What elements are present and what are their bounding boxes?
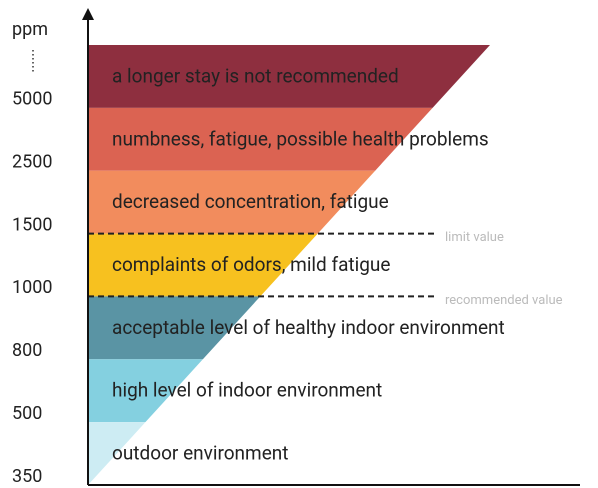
level-description: acceptable level of healthy indoor envir… bbox=[112, 316, 505, 339]
threshold-label: recommended value bbox=[445, 293, 563, 308]
tick-label: 350 bbox=[12, 466, 42, 487]
level-description: complaints of odors, mild fatigue bbox=[112, 253, 390, 276]
level-description: decreased concentration, fatigue bbox=[112, 190, 389, 213]
tick-label: 1000 bbox=[12, 277, 52, 298]
level-band bbox=[88, 422, 146, 485]
tick-label: 1500 bbox=[12, 214, 52, 235]
level-band bbox=[88, 170, 376, 234]
level-description: a longer stay is not recommended bbox=[112, 64, 399, 87]
level-description: outdoor environment bbox=[112, 442, 288, 465]
tick-label: 2500 bbox=[12, 151, 52, 172]
level-band bbox=[88, 45, 490, 108]
level-description: numbness, fatigue, possible health probl… bbox=[112, 127, 489, 150]
level-band bbox=[88, 359, 203, 423]
tick-label: 500 bbox=[12, 403, 42, 424]
tick-label: 800 bbox=[12, 340, 42, 361]
y-axis-arrow bbox=[82, 8, 94, 20]
axis-unit: ppm bbox=[12, 19, 48, 40]
level-band bbox=[88, 107, 433, 171]
level-description: high level of indoor environment bbox=[112, 379, 382, 402]
level-band bbox=[88, 296, 261, 360]
level-band bbox=[88, 233, 318, 297]
tick-label: 5000 bbox=[12, 89, 52, 110]
threshold-label: limit value bbox=[445, 230, 504, 245]
